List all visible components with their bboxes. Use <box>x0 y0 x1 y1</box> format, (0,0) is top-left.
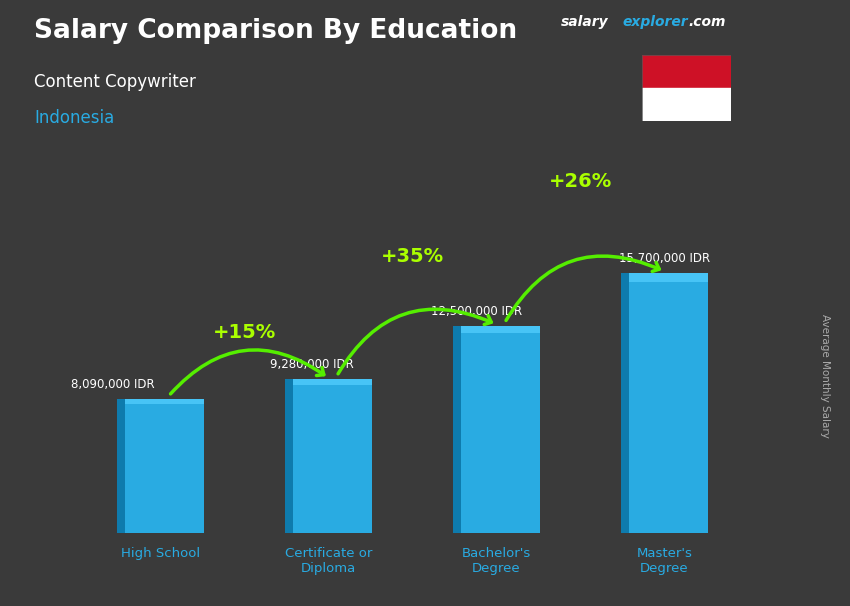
Text: 8,090,000 IDR: 8,090,000 IDR <box>71 378 155 391</box>
Bar <box>293 379 372 385</box>
Bar <box>620 273 629 533</box>
Bar <box>452 326 462 533</box>
Text: Average Monthly Salary: Average Monthly Salary <box>819 314 830 438</box>
Bar <box>116 399 204 533</box>
Text: Salary Comparison By Education: Salary Comparison By Education <box>34 18 517 44</box>
Bar <box>125 399 204 404</box>
Text: 15,700,000 IDR: 15,700,000 IDR <box>619 252 710 265</box>
Text: explorer: explorer <box>622 15 688 29</box>
Text: +15%: +15% <box>212 322 276 342</box>
Bar <box>285 379 293 533</box>
Text: +26%: +26% <box>548 172 612 191</box>
Bar <box>452 326 540 533</box>
Text: Content Copywriter: Content Copywriter <box>34 73 196 91</box>
Text: .com: .com <box>688 15 726 29</box>
Bar <box>285 379 372 533</box>
Bar <box>642 55 731 88</box>
Bar <box>620 273 708 533</box>
Text: Indonesia: Indonesia <box>34 109 114 127</box>
Bar <box>642 88 731 121</box>
Text: salary: salary <box>561 15 609 29</box>
Bar <box>116 399 125 533</box>
Text: 12,500,000 IDR: 12,500,000 IDR <box>430 305 522 318</box>
Text: 9,280,000 IDR: 9,280,000 IDR <box>269 359 354 371</box>
Bar <box>462 326 540 333</box>
Bar <box>629 273 708 282</box>
Text: +35%: +35% <box>381 247 444 266</box>
